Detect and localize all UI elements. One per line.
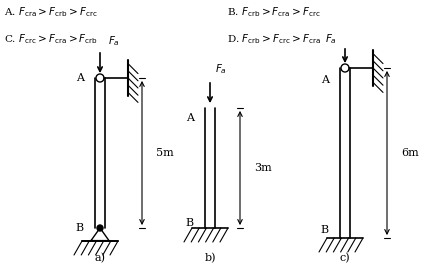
Text: A: A [76,73,84,83]
Text: A. $F_{\rm cra}>F_{\rm crb}>F_{\rm crc}$: A. $F_{\rm cra}>F_{\rm crb}>F_{\rm crc}$ [4,5,98,19]
Text: B: B [186,218,194,228]
Text: c): c) [340,253,350,263]
Text: C. $F_{\rm crc}>F_{\rm cra}>F_{\rm crb}$: C. $F_{\rm crc}>F_{\rm cra}>F_{\rm crb}$ [4,32,98,46]
Text: $F_a$: $F_a$ [215,62,227,76]
Circle shape [97,225,103,231]
Text: 5m: 5m [156,148,174,158]
Text: $F_a$: $F_a$ [325,32,337,46]
Text: 6m: 6m [401,148,419,158]
Text: b): b) [204,253,216,263]
Text: B: B [321,225,329,235]
Text: 3m: 3m [254,163,272,173]
Text: B. $F_{\rm crb}>F_{\rm cra}>F_{\rm crc}$: B. $F_{\rm crb}>F_{\rm cra}>F_{\rm crc}$ [227,5,321,19]
Text: A: A [321,75,329,85]
Text: a): a) [94,253,105,263]
Text: A: A [186,113,194,123]
Text: B: B [76,223,84,233]
Text: $F_a$: $F_a$ [108,34,120,48]
Text: D. $F_{\rm crb}>F_{\rm crc}>F_{\rm cra}$: D. $F_{\rm crb}>F_{\rm crc}>F_{\rm cra}$ [227,32,322,46]
